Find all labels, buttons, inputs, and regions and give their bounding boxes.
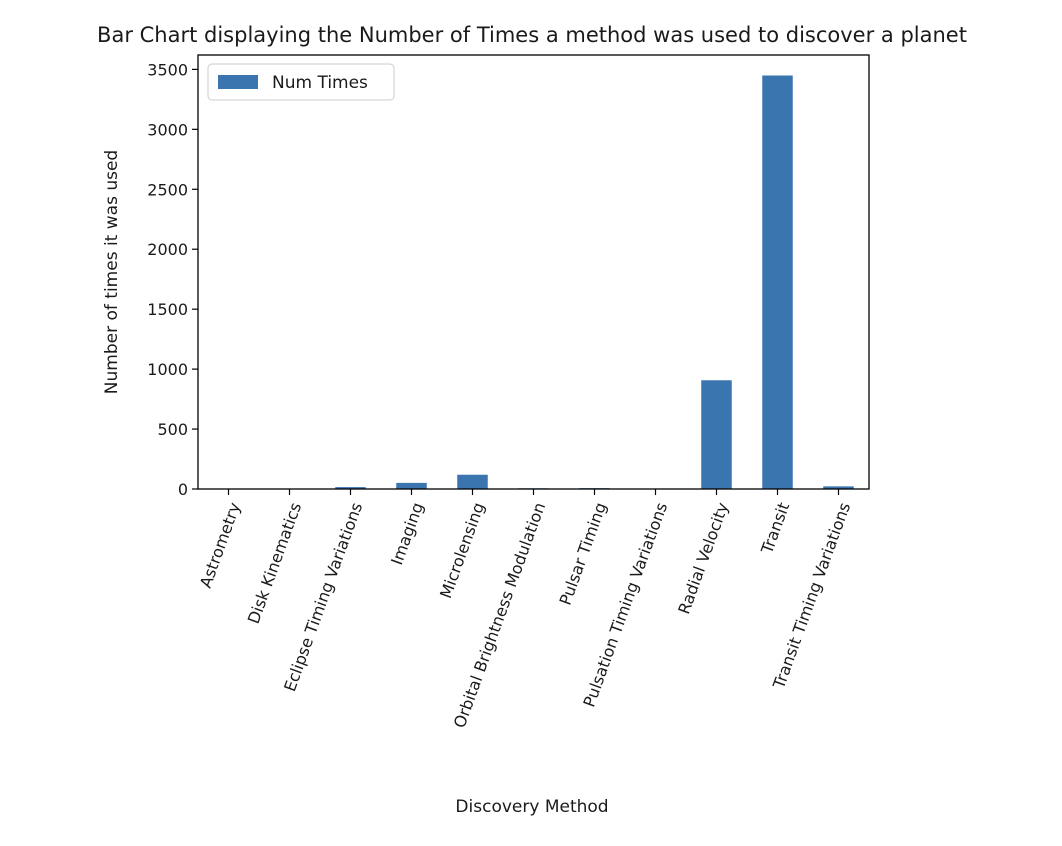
bar [457,474,488,489]
x-tick-label: Disk Kinematics [244,500,306,626]
chart-title: Bar Chart displaying the Number of Times… [97,23,967,47]
bar [701,380,732,489]
y-axis-label: Number of times it was used [102,150,122,394]
bar [396,482,427,489]
y-tick-label: 2000 [147,240,188,259]
y-tick-label: 1000 [147,360,188,379]
y-tick-label: 500 [157,420,188,439]
y-tick-label: 1500 [147,300,188,319]
y-tick-label: 0 [178,480,188,499]
x-tick-label: Transit [757,500,793,557]
bar [762,75,793,489]
bar [335,487,366,489]
legend-label: Num Times [272,73,368,93]
x-axis-label: Discovery Method [455,797,608,817]
plot-frame [197,54,870,490]
y-tick-label: 3500 [147,60,188,79]
legend: Num Times [207,63,395,101]
y-tick-label: 3000 [147,120,188,139]
x-tick-label: Astrometry [196,500,244,590]
plot-area: 0 500 1000 1500 2000 2500 3000 3500 Astrometry Di… [147,60,854,730]
bar [823,486,854,489]
legend-box [207,63,395,101]
x-tick-label: Radial Velocity [674,500,732,617]
legend-swatch [218,75,258,89]
y-tick-label: 2500 [147,180,188,199]
x-tick-label: Pulsar Timing [556,500,611,608]
x-tick-label: Microlensing [436,500,488,601]
x-tick-label: Imaging [387,500,427,568]
